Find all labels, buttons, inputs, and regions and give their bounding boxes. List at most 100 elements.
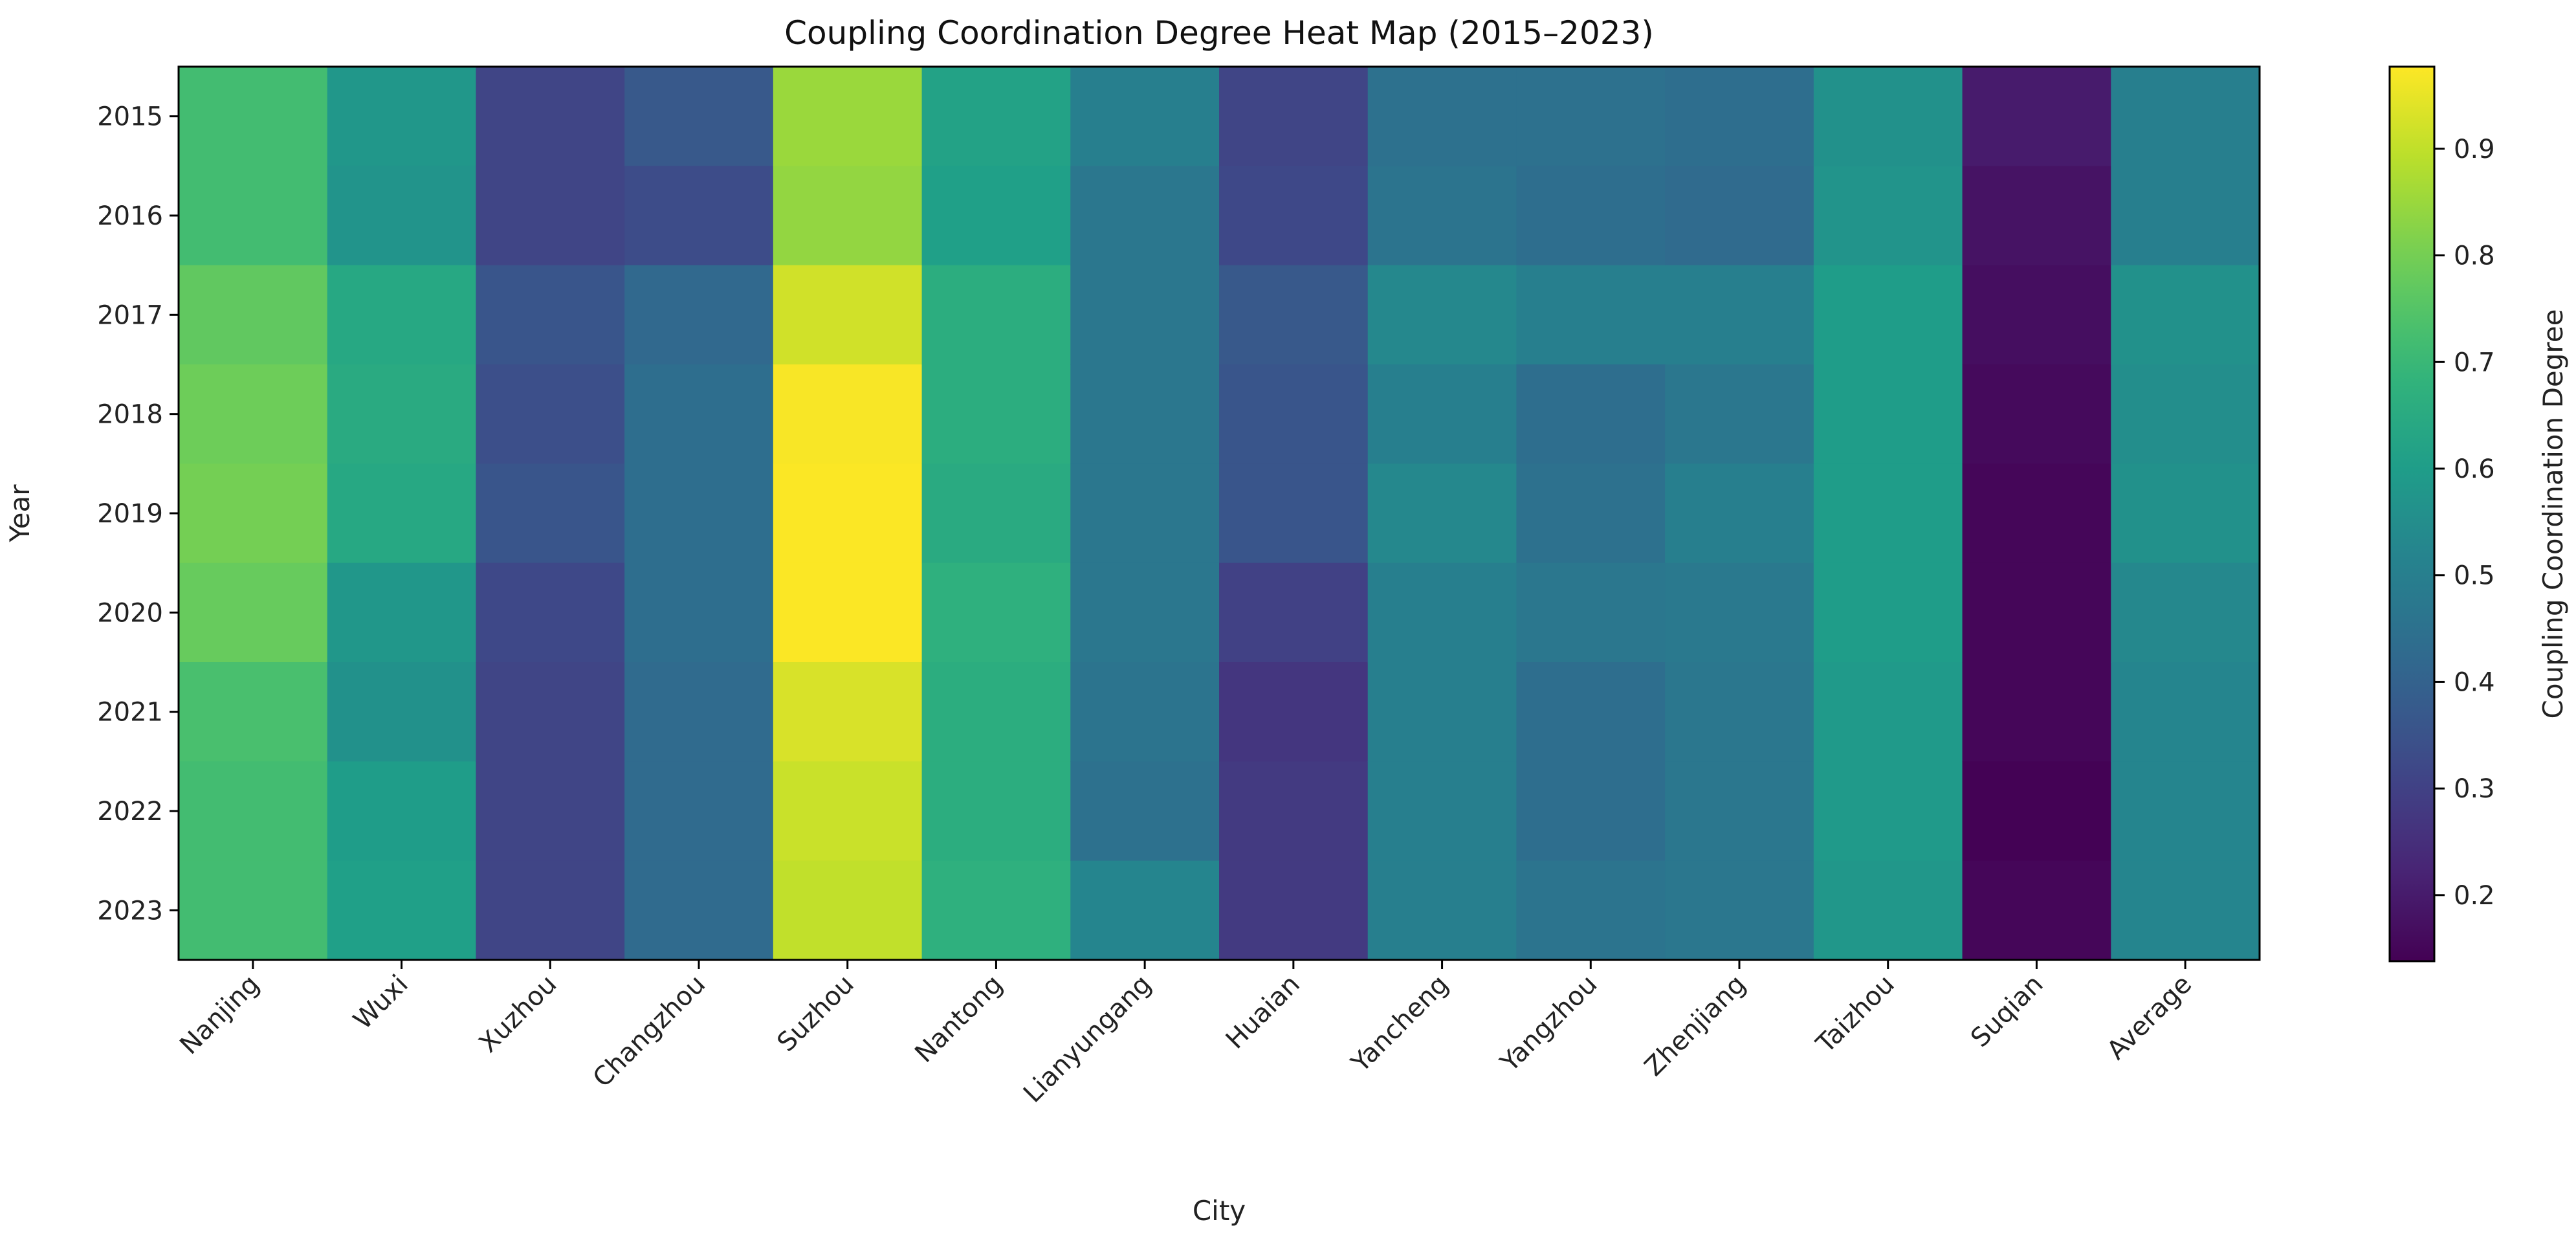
heatmap-cell	[1070, 265, 1220, 365]
heatmap-cell	[1070, 364, 1220, 464]
x-tick-label: Changzhou	[588, 970, 711, 1093]
y-tick-label: 2020	[97, 598, 163, 628]
heatmap-cell	[476, 166, 625, 266]
heatmap-cell	[179, 364, 328, 464]
x-tick-label: Yangzhou	[1495, 970, 1603, 1078]
colorbar-label: Coupling Coordination Degree	[2537, 309, 2569, 719]
colorbar-tick-label: 0.3	[2454, 774, 2495, 804]
x-tick-label: Zhenjiang	[1639, 970, 1752, 1082]
heatmap-cell	[1367, 761, 1517, 862]
heatmap-cell	[1219, 463, 1369, 564]
heatmap-cell	[624, 662, 774, 762]
heatmap-cell	[1516, 463, 1666, 564]
y-tick-label: 2017	[97, 300, 163, 330]
x-tick-label: Nantong	[909, 970, 1008, 1069]
heatmap-cell	[624, 860, 774, 961]
heatmap-cell	[179, 860, 328, 961]
x-tick-label: Huaian	[1220, 970, 1306, 1055]
x-tick-label: Xuzhou	[474, 970, 563, 1059]
heatmap-cell	[179, 166, 328, 266]
heatmap-cell	[327, 662, 477, 762]
heatmap-cell	[179, 463, 328, 564]
y-tick-label: 2021	[97, 698, 163, 728]
colorbar-ticks: 0.2 0.3 0.4 0.5 0.6 0.7 0.8 0.9	[2434, 135, 2495, 911]
heatmap-cell	[1962, 562, 2111, 663]
heatmap-cell	[476, 662, 625, 762]
heatmap-cell	[624, 364, 774, 464]
heatmap-cell	[921, 364, 1071, 464]
heatmap-cell	[773, 761, 923, 862]
heatmap-cell	[1070, 463, 1220, 564]
x-tick-label: Suqian	[1965, 970, 2049, 1053]
heatmap-cell	[1367, 364, 1517, 464]
heatmap-cell	[1813, 662, 1963, 762]
heatmap-cell	[1813, 860, 1963, 961]
heatmap-cell	[1962, 67, 2111, 166]
heatmap-cell	[1070, 67, 1220, 166]
heatmap-cell	[1367, 463, 1517, 564]
chart-title: Coupling Coordination Degree Heat Map (2…	[784, 14, 1654, 52]
heatmap-cell	[921, 662, 1071, 762]
heatmap-cell	[773, 463, 923, 564]
x-tick-label: Wuxi	[348, 970, 414, 1036]
heatmap-cell	[179, 265, 328, 365]
heatmap-cell	[1219, 166, 1369, 266]
y-axis-ticks: 2015 2016 2017 2018 2019 2020 2021 2022 2023	[97, 102, 179, 926]
y-tick-label: 2019	[97, 499, 163, 529]
heatmap-cell	[921, 463, 1071, 564]
heatmap-cell	[1813, 761, 1963, 862]
heatmap-cell	[921, 860, 1071, 961]
heatmap-cell	[1516, 562, 1666, 663]
y-tick-label: 2015	[97, 102, 163, 132]
heatmap-cell	[1665, 662, 1814, 762]
heatmap-cell	[327, 562, 477, 663]
heatmap-cell	[773, 166, 923, 266]
x-tick-label: Yancheng	[1345, 970, 1455, 1079]
heatmap-cell	[1962, 662, 2111, 762]
heatmap-cell	[1516, 860, 1666, 961]
heatmap-cell	[921, 562, 1071, 663]
heatmap-cell	[1219, 860, 1369, 961]
y-tick-label: 2022	[97, 797, 163, 827]
heatmap-cell	[2111, 265, 2260, 365]
heatmap-cell	[624, 265, 774, 365]
heatmap-cell	[1219, 761, 1369, 862]
heatmap-cell	[624, 562, 774, 663]
heatmap-cell	[476, 860, 625, 961]
heatmap-cell	[1962, 166, 2111, 266]
y-tick-label: 2023	[97, 896, 163, 926]
heatmap-cell	[2111, 662, 2260, 762]
heatmap-cell	[2111, 364, 2260, 464]
x-axis-label: City	[1193, 1195, 1246, 1227]
heatmap-cell	[476, 364, 625, 464]
heatmap-cells	[179, 67, 2260, 961]
colorbar-tick-label: 0.2	[2454, 881, 2495, 911]
x-tick-label: Suzhou	[771, 970, 859, 1058]
colorbar-tick-label: 0.8	[2454, 241, 2495, 271]
heatmap-cell	[1367, 265, 1517, 365]
heatmap-cell	[1516, 662, 1666, 762]
heatmap-cell	[2111, 67, 2260, 166]
heatmap-cell	[1219, 67, 1369, 166]
heatmap-cell	[624, 67, 774, 166]
heatmap-cell	[179, 562, 328, 663]
heatmap-cell	[1219, 562, 1369, 663]
heatmap-cell	[1367, 67, 1517, 166]
heatmap-cell	[1665, 860, 1814, 961]
heatmap-cell	[1516, 67, 1666, 166]
heatmap-cell	[2111, 562, 2260, 663]
heatmap-cell	[476, 67, 625, 166]
x-tick-label: Taizhou	[1811, 970, 1900, 1060]
y-tick-label: 2018	[97, 400, 163, 430]
colorbar	[2388, 65, 2436, 962]
heatmap-cell	[1962, 860, 2111, 961]
heatmap-cell	[476, 761, 625, 862]
heatmap-cell	[327, 166, 477, 266]
heatmap-cell	[773, 562, 923, 663]
heatmap-cell	[1516, 364, 1666, 464]
y-tick-label: 2016	[97, 201, 163, 231]
heatmap-cell	[2111, 761, 2260, 862]
heatmap-cell	[1070, 662, 1220, 762]
heatmap-cell	[1962, 265, 2111, 365]
